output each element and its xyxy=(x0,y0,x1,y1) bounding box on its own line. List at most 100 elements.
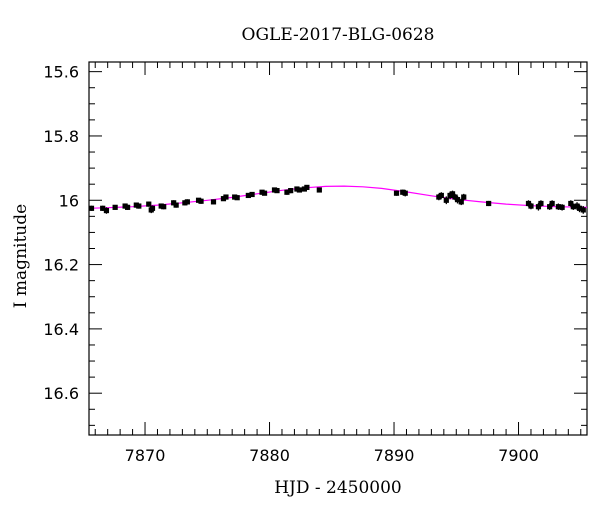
data-point xyxy=(173,202,179,208)
y-tick-label: 15.6 xyxy=(43,63,79,82)
data-marker xyxy=(173,202,179,208)
y-tick-label: 16.6 xyxy=(43,384,79,403)
data-marker xyxy=(547,204,553,210)
data-point xyxy=(288,188,294,194)
data-marker xyxy=(245,192,251,199)
data-marker xyxy=(288,188,294,194)
x-tick-label: 7890 xyxy=(374,446,415,465)
data-marker xyxy=(198,198,204,204)
data-point xyxy=(198,198,204,204)
data-marker xyxy=(443,197,449,203)
data-point xyxy=(161,204,167,210)
data-point xyxy=(486,200,492,207)
data-point xyxy=(576,204,583,213)
data-marker xyxy=(284,189,290,195)
data-marker xyxy=(146,201,152,207)
data-point xyxy=(245,192,251,199)
data-marker xyxy=(559,204,565,210)
y-tick-label: 16.4 xyxy=(43,320,79,339)
data-marker xyxy=(555,204,561,210)
data-marker xyxy=(161,204,167,210)
data-marker xyxy=(402,190,408,196)
data-point xyxy=(234,195,240,201)
data-point xyxy=(393,190,400,196)
axis-ticks xyxy=(89,62,587,435)
data-marker xyxy=(149,205,156,211)
data-marker xyxy=(454,197,461,203)
plot-frame xyxy=(88,61,588,436)
data-point xyxy=(124,204,131,210)
data-point xyxy=(284,189,290,195)
tick-labels: 7870 7880 7890 7900 15.6 15.8 16 16.2 16.4 16.6 xyxy=(43,63,539,465)
data-point xyxy=(461,193,467,201)
data-marker xyxy=(261,190,268,196)
data-point xyxy=(136,203,142,209)
data-marker xyxy=(274,188,280,194)
data-marker xyxy=(458,199,464,205)
chart-title: OGLE-2017-BLG-0628 xyxy=(242,25,435,45)
data-marker xyxy=(528,203,534,209)
model-curve-layer xyxy=(88,185,588,209)
data-marker xyxy=(316,187,322,193)
data-point xyxy=(458,198,464,206)
y-axis-label: I magnitude xyxy=(11,204,31,308)
data-point xyxy=(261,190,268,196)
data-point xyxy=(555,203,561,210)
data-point xyxy=(559,204,565,211)
x-axis-label: HJD - 2450000 xyxy=(274,478,402,498)
data-point xyxy=(549,200,555,207)
data-point xyxy=(296,187,303,193)
data-point xyxy=(538,200,544,207)
data-marker xyxy=(570,204,576,210)
data-point xyxy=(580,206,586,214)
x-tick-label: 7900 xyxy=(498,446,539,465)
data-point xyxy=(443,196,449,205)
data-marker xyxy=(100,205,106,211)
data-point xyxy=(88,205,95,211)
data-point xyxy=(454,195,461,204)
model-curve xyxy=(88,185,588,209)
data-marker xyxy=(538,200,544,207)
data-marker xyxy=(210,199,217,205)
data-marker xyxy=(249,191,255,198)
data-marker xyxy=(576,205,583,211)
data-marker xyxy=(461,194,467,200)
data-marker xyxy=(124,204,131,210)
data-marker xyxy=(296,187,303,193)
data-point xyxy=(149,205,156,212)
data-marker xyxy=(234,195,240,201)
data-marker xyxy=(535,204,542,210)
data-marker xyxy=(88,205,95,211)
data-marker xyxy=(449,191,456,197)
y-tick-label: 15.8 xyxy=(43,127,79,146)
data-point xyxy=(249,191,255,198)
data-marker xyxy=(103,207,110,214)
data-point xyxy=(304,184,310,191)
data-point xyxy=(274,188,280,194)
data-marker xyxy=(393,190,400,196)
data-marker xyxy=(438,192,444,199)
y-tick-label: 16 xyxy=(59,191,79,210)
data-point xyxy=(103,207,110,214)
data-marker xyxy=(580,207,586,213)
data-point xyxy=(100,205,106,211)
x-tick-label: 7870 xyxy=(125,446,166,465)
data-points-layer xyxy=(88,184,586,214)
x-tick-label: 7880 xyxy=(249,446,290,465)
data-marker xyxy=(568,200,574,207)
data-point xyxy=(316,187,322,193)
data-marker xyxy=(304,184,310,191)
data-marker xyxy=(549,200,555,207)
data-point xyxy=(402,189,408,197)
data-marker xyxy=(112,204,118,210)
data-point xyxy=(570,203,576,210)
data-point xyxy=(184,199,190,205)
plot-border xyxy=(88,61,588,436)
data-marker xyxy=(136,203,142,209)
data-point xyxy=(223,194,229,200)
data-point xyxy=(528,202,534,210)
data-point xyxy=(112,204,118,210)
data-marker xyxy=(486,200,492,207)
data-point xyxy=(438,192,444,199)
